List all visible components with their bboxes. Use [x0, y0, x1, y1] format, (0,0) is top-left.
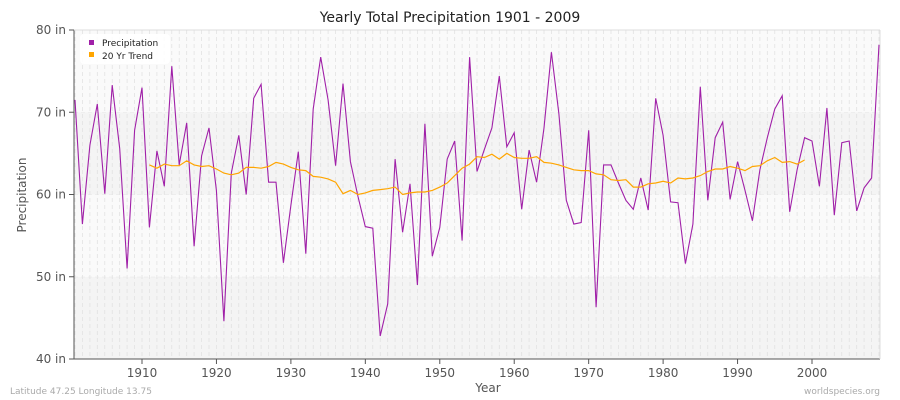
y-tick-label: 50 in: [36, 270, 66, 284]
footer-source: worldspecies.org: [804, 387, 880, 397]
trend-line: [149, 152, 805, 196]
x-tick-label: 1950: [425, 366, 456, 380]
y-tick-label: 40 in: [36, 352, 66, 366]
x-tick-label: 1910: [127, 366, 158, 380]
legend-swatch-trend: [89, 52, 94, 57]
x-tick-label: 1990: [722, 366, 753, 380]
x-tick-label: 1960: [499, 366, 530, 380]
legend-label-trend: 20 Yr Trend: [102, 52, 153, 62]
y-tick-label: 70 in: [36, 105, 66, 119]
x-tick-label: 1970: [573, 366, 604, 380]
legend-swatch-precipitation: [89, 40, 94, 45]
precipitation-line: [74, 44, 880, 337]
x-axis-label: Year: [474, 381, 500, 395]
x-tick-label: 1940: [350, 366, 381, 380]
x-tick-label: 2000: [797, 366, 828, 380]
grid-band: [74, 30, 880, 113]
x-tick-label: 1930: [276, 366, 307, 380]
legend-label-precipitation: Precipitation: [102, 39, 158, 49]
chart-title: Yearly Total Precipitation 1901 - 2009: [319, 10, 581, 26]
legend: Precipitation 20 Yr Trend: [80, 34, 170, 64]
x-tick-label: 1980: [648, 366, 679, 380]
x-tick-label: 1920: [201, 366, 232, 380]
y-tick-label: 60 in: [36, 188, 66, 202]
y-axis-label: Precipitation: [15, 157, 29, 232]
y-tick-label: 80 in: [36, 23, 66, 37]
footer-location: Latitude 47.25 Longitude 13.75: [10, 387, 152, 397]
